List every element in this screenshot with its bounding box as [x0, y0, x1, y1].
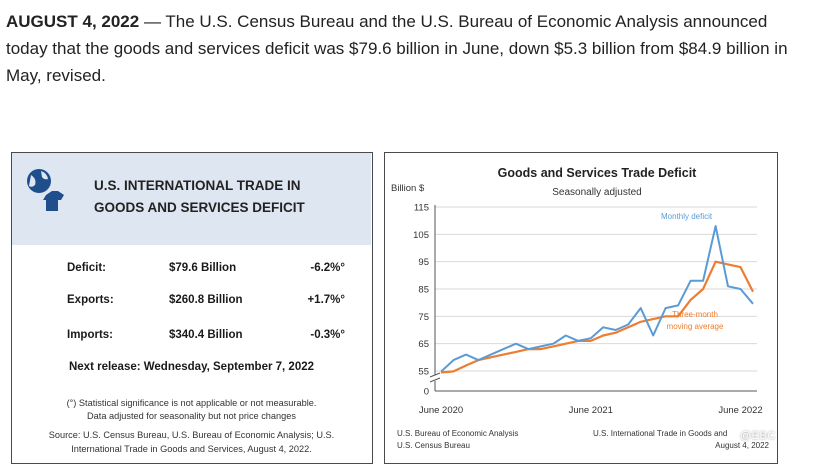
y-tick-label: 105	[413, 230, 429, 241]
stat-value: $340.4 Billion	[169, 329, 243, 341]
y-tick-label: 55	[418, 367, 429, 378]
stat-label: Imports:	[67, 329, 113, 341]
grid-lines	[435, 206, 757, 372]
globe-shirt-icon	[27, 169, 64, 211]
intro-text: The U.S. Census Bureau and the U.S. Bure…	[6, 12, 788, 85]
trade-deficit-chart: Goods and Services Trade Deficit Seasona…	[391, 166, 770, 450]
stat-value: $260.8 Billion	[169, 294, 243, 306]
chart-card: Goods and Services Trade Deficit Seasona…	[384, 152, 778, 464]
stat-label: Exports:	[67, 294, 114, 306]
y-tick-label: 0	[424, 387, 429, 398]
summary-card-header: U.S. INTERNATIONAL TRADE IN GOODS AND SE…	[12, 153, 371, 245]
x-tick-label: June 2022	[718, 405, 762, 416]
series-label-monthly: Monthly deficit	[661, 212, 713, 221]
chart-subtitle: Seasonally adjusted	[552, 187, 642, 198]
y-tick-label: 75	[418, 312, 429, 323]
series-line-moving-average	[440, 260, 754, 374]
chart-title: Goods and Services Trade Deficit	[498, 166, 698, 180]
chart-source-left-line1: U.S. Bureau of Economic Analysis	[397, 429, 518, 438]
note-line1: (°) Statistical significance is not appl…	[66, 398, 317, 408]
summary-title: U.S. INTERNATIONAL TRADE IN GOODS AND SE…	[94, 175, 354, 219]
stat-row-imports: Imports: $340.4 Billion -0.3%°	[12, 329, 371, 349]
watermark: @EBC	[740, 430, 776, 442]
y-tick-label: 115	[414, 203, 429, 214]
source-line1: Source: U.S. Census Bureau, U.S. Bureau …	[48, 430, 335, 440]
stat-change: -0.3%°	[310, 329, 345, 341]
next-release: Next release: Wednesday, September 7, 20…	[68, 361, 315, 373]
intro-date: AUGUST 4, 2022	[6, 12, 140, 31]
x-tick-label: June 2020	[419, 405, 463, 416]
series-label-average-line1: Three-month	[672, 310, 718, 319]
stat-value: $79.6 Billion	[169, 262, 237, 274]
axis-break-mark	[429, 372, 441, 383]
stat-row-exports: Exports: $260.8 Billion +1.7%°	[12, 294, 371, 314]
y-tick-label: 95	[418, 257, 429, 268]
x-tick-label: June 2021	[569, 405, 613, 416]
chart-source-right-line2: August 4, 2022	[715, 441, 769, 450]
source-line2: International Trade in Goods and Service…	[71, 444, 312, 454]
chart-source-left-line2: U.S. Census Bureau	[397, 441, 470, 450]
note-line2: Data adjusted for seasonality but not pr…	[87, 411, 296, 421]
stat-label: Deficit:	[67, 262, 106, 274]
y-tick-label: 65	[418, 339, 429, 350]
summary-card: U.S. INTERNATIONAL TRADE IN GOODS AND SE…	[11, 152, 373, 464]
stat-change: +1.7%°	[307, 294, 345, 306]
stat-row-deficit: Deficit: $79.6 Billion -6.2%°	[12, 262, 371, 282]
series-label-average-line2: moving average	[667, 322, 724, 331]
y-tick-label: 85	[418, 285, 429, 296]
series-line-monthly-deficit	[440, 225, 754, 373]
intro-paragraph: AUGUST 4, 2022 — The U.S. Census Bureau …	[6, 8, 796, 89]
intro-dash: —	[139, 12, 166, 31]
stat-change: -6.2%°	[310, 262, 345, 274]
x-tick-labels: June 2020 June 2021 June 2022	[419, 405, 763, 416]
summary-title-line1: U.S. INTERNATIONAL TRADE IN	[94, 178, 301, 193]
y-axis-label: Billion $	[391, 183, 425, 194]
chart-source-right-line1: U.S. International Trade in Goods and	[593, 429, 727, 438]
summary-title-line2: GOODS AND SERVICES DEFICIT	[94, 200, 305, 215]
y-tick-labels: 0 55 65 75 85 95 105 115	[413, 203, 429, 398]
